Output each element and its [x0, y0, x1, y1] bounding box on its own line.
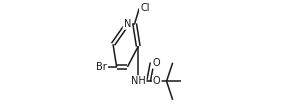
Text: N: N — [124, 19, 131, 29]
Text: NH: NH — [131, 76, 146, 86]
Text: Cl: Cl — [140, 3, 150, 13]
Text: O: O — [153, 58, 160, 68]
Text: O: O — [153, 76, 160, 86]
Text: Br: Br — [96, 62, 107, 72]
